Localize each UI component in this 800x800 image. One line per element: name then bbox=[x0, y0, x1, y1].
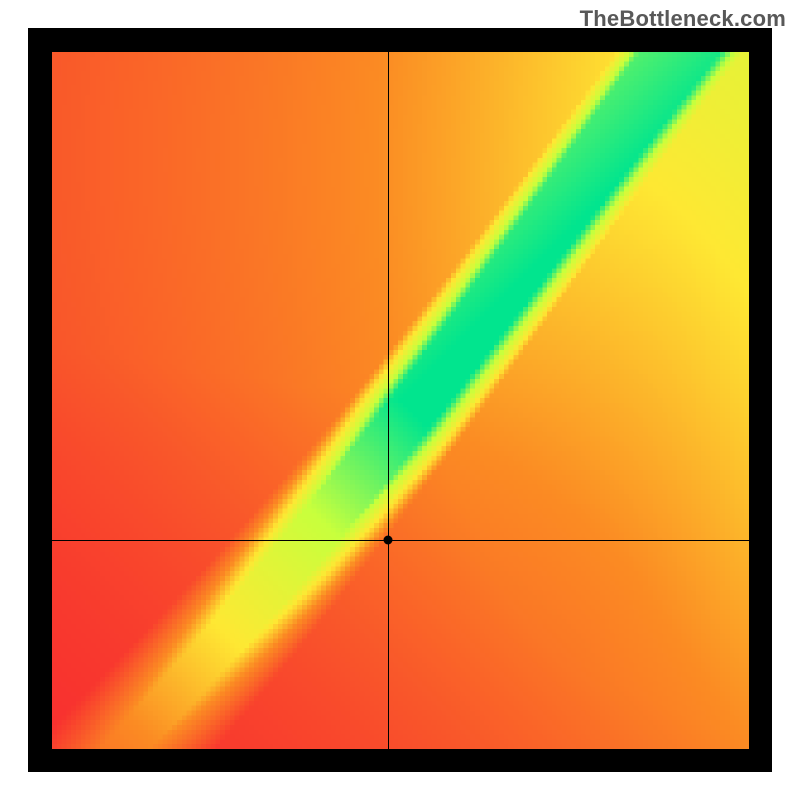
crosshair-horizontal bbox=[52, 540, 749, 541]
marker-dot bbox=[383, 535, 392, 544]
heatmap-plot bbox=[52, 52, 749, 749]
heatmap-canvas bbox=[52, 52, 749, 749]
chart-frame bbox=[28, 28, 772, 772]
crosshair-vertical bbox=[388, 52, 389, 749]
watermark-text: TheBottleneck.com bbox=[580, 6, 786, 32]
